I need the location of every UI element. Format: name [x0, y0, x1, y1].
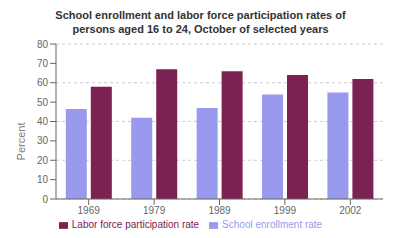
html-text:School enrollment rate: School enrollment rate — [222, 219, 323, 230]
svg-text:Percent: Percent — [15, 123, 27, 161]
svg-text:80: 80 — [37, 39, 49, 50]
svg-text:2002: 2002 — [339, 205, 362, 216]
svg-text:20: 20 — [37, 155, 49, 166]
svg-text:10: 10 — [37, 174, 49, 185]
svg-text:30: 30 — [37, 135, 49, 146]
svg-text:1999: 1999 — [274, 205, 297, 216]
svg-text:1989: 1989 — [208, 205, 231, 216]
html-text:persons aged 16 to 24, October: persons aged 16 to 24, October of select… — [72, 23, 329, 35]
svg-text:1969: 1969 — [78, 205, 101, 216]
html-text:School enrollment and labor fo: School enrollment and labor force partic… — [55, 9, 346, 21]
svg-text:40: 40 — [37, 116, 49, 127]
svg-text:1979: 1979 — [143, 205, 166, 216]
svg-text:70: 70 — [37, 58, 49, 69]
svg-text:50: 50 — [37, 97, 49, 108]
svg-text:0: 0 — [42, 194, 48, 205]
svg-text:60: 60 — [37, 77, 49, 88]
html-text:Labor force participation rate: Labor force participation rate — [71, 219, 200, 230]
